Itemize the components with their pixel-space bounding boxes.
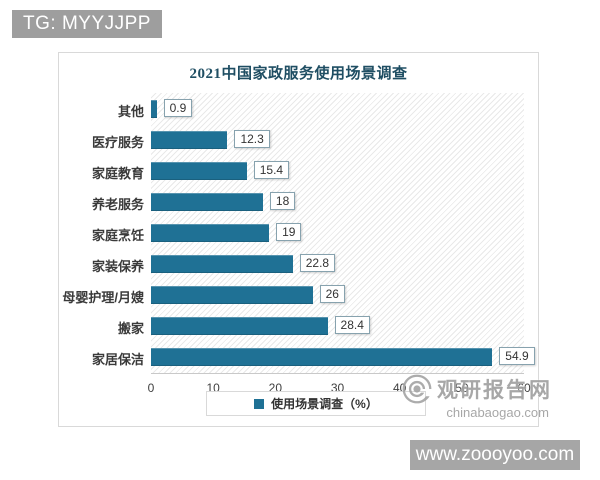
category-label: 搬家 <box>117 321 144 337</box>
category-label: 医疗服务 <box>91 134 144 150</box>
category-label: 家居保洁 <box>91 352 144 368</box>
bar <box>151 255 293 274</box>
x-tick-label: 60 <box>517 381 531 395</box>
bar <box>151 286 313 305</box>
plot-area: 其他 0.9 医疗服务 12.3 家庭教育 15.4 养老服务 18 家庭烹饪 19 家装保养 22.… <box>62 93 535 374</box>
bar-row: 家庭教育 15.4 <box>92 155 524 186</box>
value-label: 0.9 <box>163 98 193 117</box>
category-label: 养老服务 <box>91 196 144 212</box>
value-label: 26 <box>319 285 345 304</box>
bar <box>151 348 493 367</box>
bar-row: 家居保洁 54.9 <box>92 342 535 373</box>
value-label: 54.9 <box>499 347 535 366</box>
legend-label: 使用场景调查（%） <box>271 397 378 411</box>
category-label: 家装保养 <box>91 259 144 275</box>
bar-row: 其他 0.9 <box>118 93 524 124</box>
category-label: 其他 <box>117 103 144 119</box>
value-label: 12.3 <box>234 129 270 148</box>
value-label: 15.4 <box>253 160 290 179</box>
bar <box>151 317 328 336</box>
chart-title: 2021中国家政服务使用场景调查 <box>189 66 408 82</box>
legend: 使用场景调查（%） <box>206 391 426 416</box>
bar-row: 养老服务 18 <box>92 186 524 217</box>
bar-row: 搬家 28.4 <box>118 311 524 342</box>
chart-frame: 2021中国家政服务使用场景调查 其他 0.9 医疗服务 12.3 家庭教育 15.4 养老… <box>58 52 550 427</box>
bar-row: 医疗服务 12.3 <box>92 124 524 155</box>
tg-badge: TG: MYYJJPP <box>12 10 162 38</box>
bar <box>151 161 247 180</box>
bar-row: 家庭烹饪 19 <box>92 217 524 248</box>
value-label: 22.8 <box>299 254 336 273</box>
legend-swatch-icon <box>254 398 265 409</box>
bar <box>151 223 270 242</box>
category-label: 家庭教育 <box>91 165 144 181</box>
x-tick-label: 50 <box>455 381 469 395</box>
site-banner: www.zoooyoo.com <box>410 440 580 470</box>
bar <box>151 130 228 149</box>
bar <box>151 192 263 211</box>
value-label: 28.4 <box>334 316 370 335</box>
value-label: 18 <box>269 191 296 210</box>
category-label: 母婴护理/月嫂 <box>62 290 144 306</box>
value-label: 19 <box>276 222 302 241</box>
x-tick-label: 0 <box>147 381 155 395</box>
bar <box>151 99 157 118</box>
bar-row: 母婴护理/月嫂 26 <box>62 280 524 311</box>
category-label: 家庭烹饪 <box>91 227 144 243</box>
bar-row: 家装保养 22.8 <box>92 249 524 280</box>
